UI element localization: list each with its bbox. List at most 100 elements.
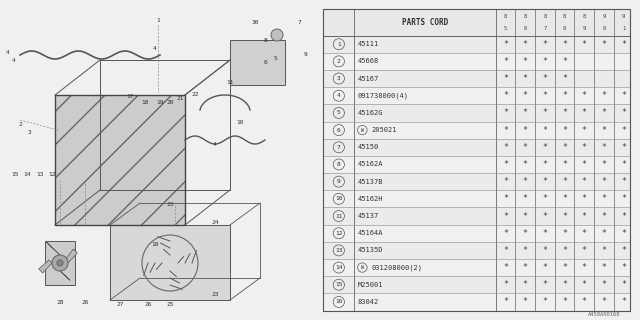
Text: *: *	[523, 57, 528, 66]
Polygon shape	[45, 241, 75, 285]
Polygon shape	[323, 104, 630, 122]
Text: *: *	[602, 229, 607, 238]
Text: *: *	[542, 229, 547, 238]
Text: *: *	[542, 177, 547, 186]
Text: *: *	[562, 160, 567, 169]
Text: *: *	[582, 280, 587, 289]
Text: *: *	[503, 57, 508, 66]
Text: *: *	[523, 91, 528, 100]
Text: PARTS CORD: PARTS CORD	[402, 18, 448, 27]
Text: *: *	[523, 297, 528, 307]
Text: 83042: 83042	[358, 299, 379, 305]
Text: 22: 22	[191, 92, 199, 98]
Text: *: *	[562, 194, 567, 203]
Text: *: *	[562, 74, 567, 83]
Text: 091738000(4): 091738000(4)	[358, 92, 408, 99]
Polygon shape	[230, 40, 285, 85]
Text: 5: 5	[337, 110, 340, 116]
Text: 45137B: 45137B	[358, 179, 383, 185]
Text: *: *	[542, 74, 547, 83]
Polygon shape	[57, 268, 70, 280]
Text: 45167: 45167	[358, 76, 379, 82]
Text: *: *	[503, 74, 508, 83]
Text: *: *	[562, 91, 567, 100]
Polygon shape	[65, 249, 77, 263]
Text: 8: 8	[563, 26, 566, 30]
Text: *: *	[602, 280, 607, 289]
Text: 28: 28	[56, 300, 64, 305]
Text: 5: 5	[273, 55, 277, 60]
Text: 24: 24	[211, 220, 219, 225]
Text: *: *	[621, 263, 627, 272]
Text: *: *	[562, 212, 567, 220]
Text: *: *	[621, 40, 627, 49]
Text: W: W	[361, 265, 364, 270]
Text: 26: 26	[81, 300, 89, 305]
Text: 45162A: 45162A	[358, 162, 383, 167]
Polygon shape	[38, 260, 52, 273]
Text: 3: 3	[337, 76, 340, 81]
Text: *: *	[562, 108, 567, 117]
Text: 19: 19	[156, 100, 164, 105]
Text: 45668: 45668	[358, 58, 379, 64]
Text: *: *	[621, 108, 627, 117]
Text: 26: 26	[144, 301, 152, 307]
Text: *: *	[503, 263, 508, 272]
Circle shape	[271, 29, 283, 41]
Text: M25001: M25001	[358, 282, 383, 288]
Text: 25: 25	[166, 301, 173, 307]
Text: *: *	[503, 91, 508, 100]
Text: *: *	[542, 125, 547, 135]
Text: 18: 18	[141, 100, 148, 105]
Text: *: *	[542, 40, 547, 49]
Text: 5: 5	[504, 26, 507, 30]
Text: *: *	[562, 246, 567, 255]
Text: *: *	[542, 57, 547, 66]
Text: *: *	[582, 263, 587, 272]
Text: *: *	[621, 246, 627, 255]
Text: *: *	[523, 212, 528, 220]
Text: *: *	[523, 108, 528, 117]
Text: *: *	[542, 108, 547, 117]
Polygon shape	[55, 95, 185, 225]
Polygon shape	[323, 207, 630, 225]
Text: *: *	[562, 177, 567, 186]
Text: 15: 15	[335, 282, 342, 287]
Text: 6: 6	[263, 60, 267, 65]
Text: 9: 9	[602, 14, 605, 20]
Text: 45162H: 45162H	[358, 196, 383, 202]
Text: 4: 4	[153, 46, 157, 52]
Text: 9: 9	[622, 14, 625, 20]
Text: *: *	[523, 40, 528, 49]
Text: 9: 9	[303, 52, 307, 58]
Text: *: *	[503, 246, 508, 255]
Text: 7: 7	[298, 20, 302, 26]
Text: 9: 9	[582, 26, 586, 30]
Text: *: *	[621, 91, 627, 100]
Text: *: *	[582, 297, 587, 307]
Text: 23: 23	[166, 203, 173, 207]
Text: 7: 7	[337, 145, 340, 150]
Text: 10: 10	[236, 119, 244, 124]
Text: *: *	[562, 125, 567, 135]
Text: *: *	[562, 297, 567, 307]
Text: *: *	[582, 125, 587, 135]
Polygon shape	[323, 242, 630, 259]
Text: 18: 18	[151, 243, 159, 247]
Polygon shape	[323, 276, 630, 293]
Text: *: *	[582, 91, 587, 100]
Text: *: *	[503, 229, 508, 238]
Text: 14: 14	[23, 172, 31, 178]
Polygon shape	[323, 139, 630, 156]
Polygon shape	[323, 36, 630, 53]
Text: *: *	[582, 177, 587, 186]
Text: A450A00168: A450A00168	[588, 312, 621, 317]
Text: *: *	[562, 280, 567, 289]
Text: 45137: 45137	[358, 213, 379, 219]
Text: *: *	[542, 143, 547, 152]
Text: W: W	[361, 128, 364, 132]
Text: *: *	[503, 177, 508, 186]
Text: *: *	[562, 57, 567, 66]
Text: *: *	[523, 177, 528, 186]
Polygon shape	[323, 10, 630, 36]
